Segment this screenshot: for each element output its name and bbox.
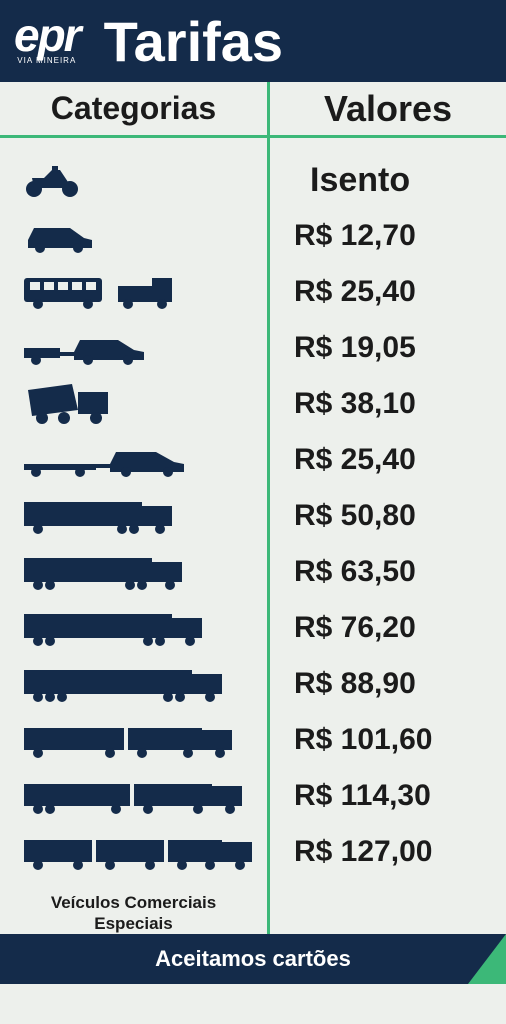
value-row: Isento (270, 152, 506, 208)
col-header-values: Valores (270, 82, 506, 138)
categories-column: Veículos Comerciais Especiais por eixo (0, 138, 270, 934)
footer-accent-triangle (468, 934, 506, 984)
category-row (0, 600, 267, 656)
value-row: R$ 25,40 (270, 432, 506, 488)
truck-icon (22, 664, 232, 704)
motorcycle-icon (22, 162, 82, 198)
truck-icon (22, 832, 262, 872)
logo-subtext: VIA MINEIRA (17, 56, 76, 65)
value-row: R$ 127,00 (270, 824, 506, 880)
page-title: Tarifas (104, 9, 283, 74)
value-row: R$ 63,50 (270, 544, 506, 600)
note-line1: Veículos Comerciais Especiais (10, 892, 257, 935)
category-row (0, 824, 267, 880)
value-row: R$ 88,90 (270, 656, 506, 712)
category-row (0, 656, 267, 712)
car-long-trailer-icon (22, 442, 192, 478)
bus-icon (22, 272, 108, 312)
value-row: R$ 25,40 (270, 264, 506, 320)
value-row: R$ 38,10 (270, 376, 506, 432)
logo-text: epr (14, 17, 80, 54)
small-truck-icon (116, 272, 176, 312)
col-header-categories: Categorias (0, 82, 270, 138)
category-row (0, 488, 267, 544)
header: epr VIA MINEIRA Tarifas (0, 0, 506, 82)
content: Veículos Comerciais Especiais por eixo I… (0, 138, 506, 934)
value-row: R$ 76,20 (270, 600, 506, 656)
category-row (0, 768, 267, 824)
truck-icon (22, 608, 212, 648)
car-icon (22, 218, 98, 254)
category-row (0, 544, 267, 600)
value-row: R$ 114,30 (270, 768, 506, 824)
truck-icon (22, 552, 192, 592)
truck-icon (22, 496, 182, 536)
subheader: Categorias Valores (0, 82, 506, 138)
truck-icon (22, 776, 252, 816)
category-row (0, 320, 267, 376)
footer-text: Aceitamos cartões (155, 946, 351, 972)
value-row: R$ 19,05 (270, 320, 506, 376)
value-row: R$ 12,70 (270, 208, 506, 264)
category-row (0, 264, 267, 320)
category-row (0, 152, 267, 208)
logo: epr VIA MINEIRA (14, 17, 80, 65)
dump-truck-icon (22, 382, 122, 426)
category-row (0, 712, 267, 768)
category-row (0, 376, 267, 432)
value-row: R$ 101,60 (270, 712, 506, 768)
truck-icon (22, 720, 242, 760)
value-row: R$ 50,80 (270, 488, 506, 544)
values-column: Isento R$ 12,70 R$ 25,40 R$ 19,05 R$ 38,… (270, 138, 506, 934)
category-row (0, 432, 267, 488)
car-trailer-icon (22, 330, 152, 366)
footer: Aceitamos cartões (0, 934, 506, 984)
category-row (0, 208, 267, 264)
